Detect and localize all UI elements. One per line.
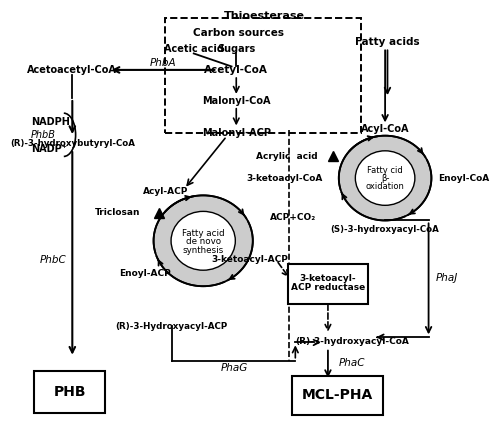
Text: PHB: PHB (54, 385, 86, 399)
Text: PhbA: PhbA (150, 59, 176, 69)
Text: PhaG: PhaG (220, 362, 248, 372)
Text: Acyl-CoA: Acyl-CoA (361, 124, 410, 134)
Text: 3-ketoacyl-ACP: 3-ketoacyl-ACP (212, 255, 288, 264)
Text: Enoyl-CoA: Enoyl-CoA (438, 174, 490, 183)
FancyBboxPatch shape (34, 372, 106, 413)
FancyBboxPatch shape (288, 264, 368, 303)
Text: Carbon sources: Carbon sources (193, 28, 284, 38)
Text: de novo: de novo (186, 237, 221, 246)
Text: Fatty acid: Fatty acid (182, 229, 224, 237)
Text: Acrylic  acid: Acrylic acid (256, 152, 318, 161)
Text: MCL-PHA: MCL-PHA (302, 388, 374, 402)
Text: Malonyl-ACP: Malonyl-ACP (202, 128, 271, 138)
Text: Acetyl-CoA: Acetyl-CoA (204, 65, 268, 75)
Text: PhbC: PhbC (40, 255, 67, 265)
Text: oxidation: oxidation (366, 182, 405, 191)
Text: PhaJ: PhaJ (436, 273, 458, 283)
Text: Fatty cid: Fatty cid (367, 166, 403, 175)
Text: PhaC: PhaC (339, 358, 365, 368)
Text: NADPH: NADPH (30, 117, 70, 127)
Text: Malonyl-CoA: Malonyl-CoA (202, 96, 270, 106)
Text: Acetic acid: Acetic acid (164, 44, 224, 54)
Text: Acyl-ACP: Acyl-ACP (142, 187, 188, 196)
Text: synthesis: synthesis (182, 246, 224, 255)
Text: Enoyl-ACP: Enoyl-ACP (119, 269, 171, 278)
Text: β-: β- (381, 174, 390, 184)
Text: 3-ketoacyl-: 3-ketoacyl- (300, 274, 356, 283)
Text: (R)-3-hydroxyacyl-CoA: (R)-3-hydroxyacyl-CoA (295, 337, 409, 346)
Text: Thioesterase: Thioesterase (224, 11, 305, 21)
Text: (S)-3-hydroxyacyl-CoA: (S)-3-hydroxyacyl-CoA (330, 225, 440, 233)
Text: ACP+CO₂: ACP+CO₂ (270, 213, 316, 221)
Circle shape (171, 211, 235, 270)
Text: Triclosan: Triclosan (95, 208, 140, 217)
Text: ACP reductase: ACP reductase (291, 283, 365, 292)
Text: PhbB: PhbB (30, 130, 56, 140)
Text: Acetoacetyl-CoA: Acetoacetyl-CoA (28, 65, 117, 75)
Text: (R)-3-hydroxybutyryl-CoA: (R)-3-hydroxybutyryl-CoA (10, 139, 134, 148)
Text: NADP⁺: NADP⁺ (30, 144, 66, 154)
Circle shape (154, 195, 253, 286)
Text: (R)-3-Hydroxyacyl-ACP: (R)-3-Hydroxyacyl-ACP (116, 322, 228, 331)
Text: Fatty acids: Fatty acids (355, 37, 420, 47)
Circle shape (356, 151, 415, 205)
Text: Sugars: Sugars (217, 44, 256, 54)
FancyBboxPatch shape (292, 376, 382, 415)
Text: 3-ketoacyl-CoA: 3-ketoacyl-CoA (246, 174, 322, 183)
Circle shape (339, 136, 432, 220)
